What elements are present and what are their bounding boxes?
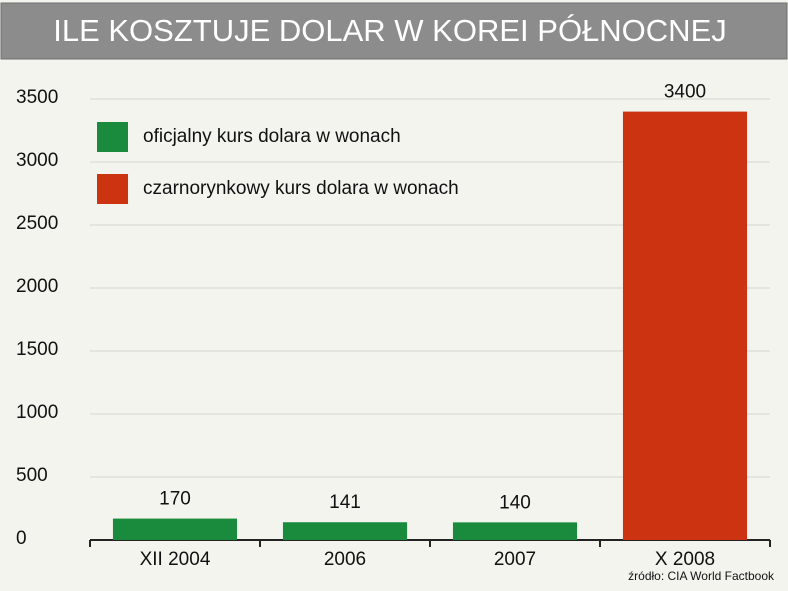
legend-swatch [97, 174, 128, 204]
data-label: 141 [329, 492, 361, 513]
chart-title: ILE KOSZTUJE DOLAR W KOREI PÓŁNOCNEJ [53, 13, 727, 48]
bar [452, 522, 578, 540]
y-tick-label: 3500 [16, 87, 58, 108]
legend-label: oficjalny kurs dolara w wonach [143, 126, 401, 147]
x-tick-label: XII 2004 [140, 549, 211, 570]
data-label: 170 [159, 489, 191, 510]
bar [622, 111, 748, 540]
bar [112, 518, 238, 540]
x-tick-label: X 2008 [655, 549, 715, 570]
x-tick-label: 2007 [494, 549, 536, 570]
source-note: źródło: CIA World Factbook [628, 569, 775, 583]
y-tick-label: 1500 [16, 339, 58, 360]
legend-swatch [97, 122, 128, 152]
y-tick-label: 2000 [16, 276, 58, 297]
y-tick-label: 1000 [16, 402, 58, 423]
x-tick-label: 2006 [324, 549, 366, 570]
legend-label: czarnorynkowy kurs dolara w wonach [143, 178, 459, 199]
y-tick-label: 0 [16, 528, 27, 549]
bar [282, 522, 408, 540]
y-tick-label: 2500 [16, 213, 58, 234]
y-tick-label: 500 [16, 465, 48, 486]
y-tick-label: 3000 [16, 150, 58, 171]
title-banner [0, 2, 788, 60]
data-label: 140 [499, 492, 531, 513]
data-label: 3400 [664, 82, 706, 103]
